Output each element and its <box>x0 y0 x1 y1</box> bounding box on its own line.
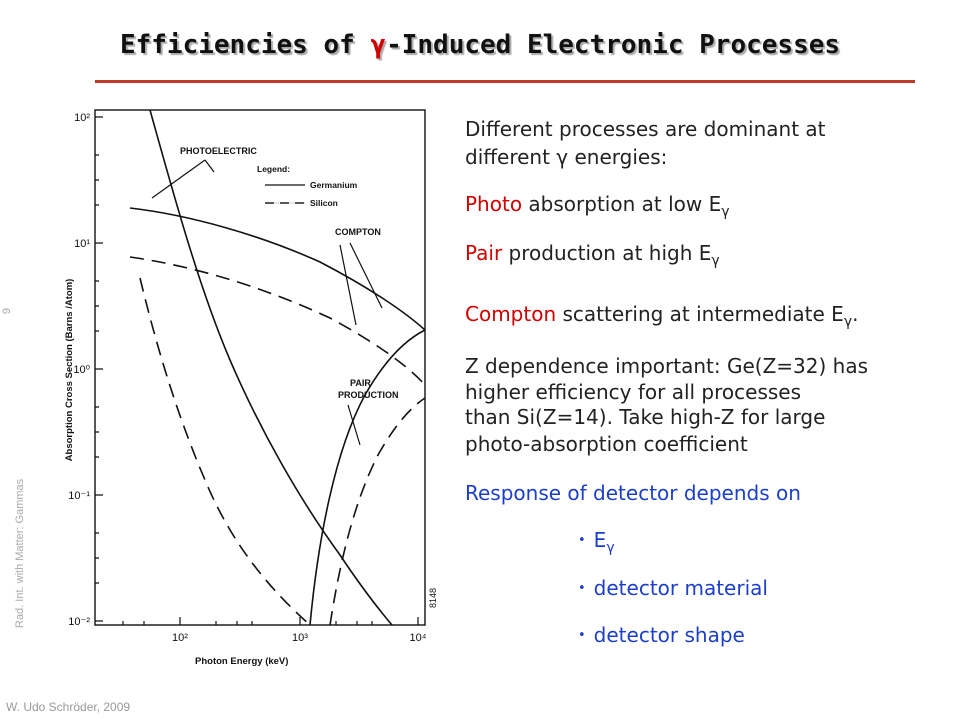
text: production at high E <box>502 241 712 265</box>
compton-ge-curve <box>129 207 426 331</box>
footer: W. Udo Schröder, 2009 <box>6 700 131 714</box>
body-line: higher efficiency for all processes <box>465 380 802 404</box>
title-gamma: γ <box>370 30 387 60</box>
text: absorption at low E <box>522 192 722 216</box>
slide-title: Efficiencies of γ-Induced Electronic Pro… <box>0 30 960 60</box>
highlight: Photo <box>465 192 523 216</box>
legend-title: Legend: <box>257 164 290 174</box>
arrows <box>151 159 383 446</box>
subscript: γ <box>843 314 853 330</box>
x-tick-label: 10³ <box>292 632 308 644</box>
text: detector shape <box>593 623 745 647</box>
figure-id: 8148 <box>428 588 438 608</box>
figure: PHOTOELECTRIC Legend: Germanium Silicon … <box>64 109 438 667</box>
legend-item: Germanium <box>310 180 358 190</box>
photo-ge-curve <box>149 109 393 626</box>
pair-ge-curve <box>309 329 426 626</box>
y-tick-label: 10⁻¹ <box>68 490 90 502</box>
body-line: Photo absorption at low Eγ <box>465 192 730 220</box>
bullet-item: Eγ <box>578 528 615 556</box>
x-axis-label: Photon Energy (keV) <box>195 656 288 667</box>
subscript: γ <box>711 253 720 269</box>
body-line: Response of detector depends on <box>465 481 801 505</box>
x-tick-label: 10⁴ <box>410 632 427 644</box>
body-line: Z dependence important: Ge(Z=32) has <box>465 354 868 378</box>
y-axis-label: Absorption Cross Section (Barns /Atom) <box>64 279 75 462</box>
photo-si-curve <box>139 277 311 626</box>
title-part: Efficiencies of <box>119 30 371 60</box>
subscript: γ <box>606 540 615 556</box>
y-tick-label: 10² <box>74 112 90 124</box>
course-label: Rad. Int. with Matter: Gammas <box>14 478 26 628</box>
text: E <box>593 528 607 552</box>
x-tick-label: 10² <box>172 632 188 644</box>
bullet-item: detector shape <box>578 623 745 647</box>
text: scattering at intermediate E <box>556 302 844 326</box>
title-rule <box>95 80 915 83</box>
body-line: different γ energies: <box>465 145 668 169</box>
body-line: Pair production at high Eγ <box>465 241 720 269</box>
page-number: 9 <box>1 307 14 315</box>
highlight: Compton <box>465 302 557 326</box>
body-line: photo-absorption coefficient <box>465 432 748 456</box>
pair-label: PRODUCTION <box>338 390 399 400</box>
compton-label: COMPTON <box>335 227 381 237</box>
legend-item: Silicon <box>310 198 338 208</box>
text: detector material <box>593 576 768 600</box>
y-tick-label: 10⁻² <box>68 616 90 628</box>
ticks <box>95 116 419 625</box>
text: . <box>852 302 859 326</box>
body-line: than Si(Z=14). Take high-Z for large <box>465 405 826 429</box>
compton-si-curve <box>129 256 426 386</box>
subscript: γ <box>721 204 730 220</box>
highlight: Pair <box>465 241 503 265</box>
title-part: -Induced Electronic Processes <box>386 30 841 60</box>
plot-frame <box>94 109 426 626</box>
body-line: Different processes are dominant at <box>465 117 826 141</box>
pair-label: PAIR <box>350 378 371 388</box>
bullet-item: detector material <box>578 576 768 600</box>
y-tick-label: 10¹ <box>74 238 90 250</box>
y-tick-label: 10⁰ <box>73 364 90 376</box>
photoelectric-label: PHOTOELECTRIC <box>180 146 257 156</box>
body-line: Compton scattering at intermediate Eγ. <box>465 302 858 330</box>
pair-si-curve <box>329 397 426 626</box>
